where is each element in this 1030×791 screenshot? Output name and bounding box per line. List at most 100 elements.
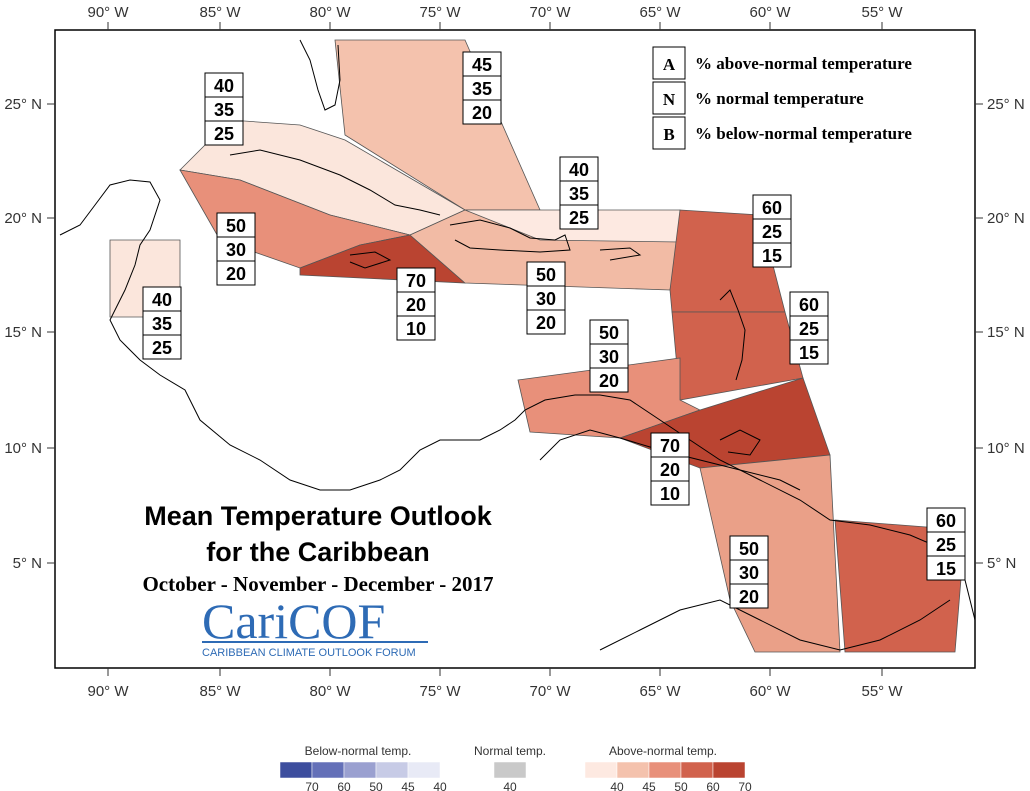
prob-normal-value: 30 [536, 289, 556, 309]
axis-ticks: 90° W 90° W 85° W 85° W 80° W 80° W 75° W 75° W… [4, 4, 1024, 700]
logo-tagline: CARIBBEAN CLIMATE OUTLOOK FORUM [202, 647, 416, 659]
lat-tick-label-left: 20° N [4, 210, 42, 227]
prob-above-value: 50 [739, 539, 759, 559]
colorbar-below-title: Below-normal temp. [305, 744, 412, 758]
colorbar-below-swatch [407, 761, 441, 779]
prob-above-value: 40 [569, 160, 589, 180]
prob-normal-value: 30 [739, 563, 759, 583]
lon-tick-label-top: 80° W [309, 4, 351, 21]
colorbar-above-title: Above-normal temp. [609, 744, 717, 758]
colorbar-above-tick: 50 [674, 780, 688, 791]
colorbar-below-tick: 40 [433, 780, 447, 791]
probability-box: 70 20 10 [650, 432, 690, 506]
probability-boxes: 45 35 20 40 35 25 50 30 20 70 20 10 50 30 20 40 35 25 40 35… [142, 51, 966, 609]
prob-below-value: 20 [226, 264, 246, 284]
probability-box: 50 30 20 [729, 535, 769, 609]
probability-box: 45 35 20 [462, 51, 502, 125]
lat-tick-label-left: 15° N [4, 324, 42, 341]
prob-above-value: 70 [406, 271, 426, 291]
title-backdrop [110, 492, 530, 662]
colorbar-above-tick: 45 [642, 780, 656, 791]
key-row-normal: N % normal temperature [652, 81, 864, 115]
key-letter-a: A [663, 55, 676, 74]
colorbar-normal-tick: 40 [503, 780, 517, 791]
prob-above-value: 40 [152, 290, 172, 310]
prob-below-value: 10 [406, 319, 426, 339]
probability-box: 40 35 25 [559, 156, 599, 230]
colorbar-below-swatch [375, 761, 409, 779]
prob-below-value: 25 [152, 338, 172, 358]
colorbar-below-tick: 70 [305, 780, 319, 791]
colorbar-below-tick: 50 [369, 780, 383, 791]
prob-below-value: 20 [536, 313, 556, 333]
prob-below-value: 25 [569, 208, 589, 228]
lon-tick-label-top: 55° W [861, 4, 903, 21]
prob-below-value: 15 [936, 559, 956, 579]
colorbar-below-swatch [343, 761, 377, 779]
map-title-line2: for the Caribbean [206, 537, 430, 567]
prob-below-value: 15 [762, 246, 782, 266]
lon-tick-label-top: 90° W [87, 4, 129, 21]
colorbar-below-tick: 60 [337, 780, 351, 791]
lon-tick-label-bottom: 60° W [749, 683, 791, 700]
lon-tick-label-bottom: 70° W [529, 683, 571, 700]
prob-above-value: 50 [536, 265, 556, 285]
key-label-above: % above-normal temperature [695, 54, 912, 73]
lon-tick-label-bottom: 55° W [861, 683, 903, 700]
lat-tick-label-right: 20° N [987, 210, 1025, 227]
prob-below-value: 10 [660, 484, 680, 504]
key-row-above: A % above-normal temperature [652, 46, 912, 80]
colorbar-below-swatch [279, 761, 313, 779]
probability-box: 50 30 20 [526, 261, 566, 335]
forecast-regions [109, 39, 966, 653]
lon-tick-label-top: 85° W [199, 4, 241, 21]
key-letter-n: N [663, 90, 676, 109]
prob-above-value: 50 [599, 323, 619, 343]
colorbar-normal-swatch [493, 761, 527, 779]
lon-tick-label-bottom: 80° W [309, 683, 351, 700]
lon-tick-label-top: 65° W [639, 4, 681, 21]
prob-normal-value: 35 [214, 100, 234, 120]
probability-box: 40 35 25 [204, 72, 244, 146]
map-title: Mean Temperature Outlook [144, 501, 493, 531]
colorbar-below-swatch [311, 761, 345, 779]
lat-tick-label-left: 10° N [4, 440, 42, 457]
prob-normal-value: 35 [152, 314, 172, 334]
prob-above-value: 60 [762, 198, 782, 218]
prob-above-value: 60 [936, 511, 956, 531]
prob-below-value: 25 [214, 124, 234, 144]
prob-below-value: 15 [799, 343, 819, 363]
colorbar: Below-normal temp. Normal temp. Above-no… [279, 744, 752, 791]
colorbar-above-tick: 40 [610, 780, 624, 791]
probability-box: 40 35 25 [142, 286, 182, 360]
key-letter-b: B [663, 125, 674, 144]
colorbar-above-tick: 70 [738, 780, 752, 791]
probability-box: 50 30 20 [216, 212, 256, 286]
lon-tick-label-bottom: 65° W [639, 683, 681, 700]
prob-above-value: 45 [472, 55, 492, 75]
probability-box: 50 30 20 [589, 319, 629, 393]
key-label-below: % below-normal temperature [695, 124, 912, 143]
colorbar-above-swatch [584, 761, 618, 779]
prob-normal-value: 20 [406, 295, 426, 315]
colorbar-above-swatch [616, 761, 650, 779]
lon-tick-label-top: 70° W [529, 4, 571, 21]
colorbar-above-swatch [712, 761, 746, 779]
lat-tick-label-left: 25° N [4, 96, 42, 113]
lat-tick-label-right: 25° N [987, 96, 1025, 113]
lon-tick-label-top: 60° W [749, 4, 791, 21]
colorbar-above-swatch [680, 761, 714, 779]
prob-normal-value: 30 [226, 240, 246, 260]
lon-tick-label-bottom: 85° W [199, 683, 241, 700]
caricof-logo: CariCOF CARIBBEAN CLIMATE OUTLOOK FORUM [202, 593, 428, 659]
key-row-below: B % below-normal temperature [652, 116, 912, 150]
colorbar-normal-title: Normal temp. [474, 744, 546, 758]
prob-below-value: 20 [599, 371, 619, 391]
prob-below-value: 20 [472, 103, 492, 123]
prob-normal-value: 25 [936, 535, 956, 555]
prob-normal-value: 35 [472, 79, 492, 99]
prob-above-value: 70 [660, 436, 680, 456]
prob-normal-value: 25 [799, 319, 819, 339]
prob-normal-value: 20 [660, 460, 680, 480]
lat-tick-label-right: 10° N [987, 440, 1025, 457]
